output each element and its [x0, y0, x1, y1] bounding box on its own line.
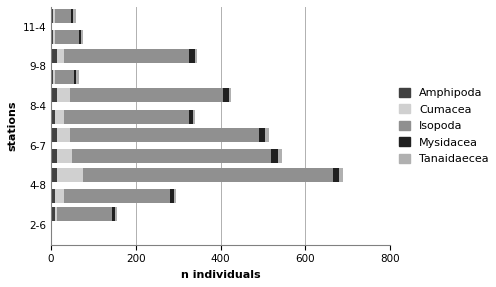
Bar: [74, 70, 76, 84]
Legend: Amphipoda, Cumacea, Isopoda, Mysidacea, Tanaidaecea: Amphipoda, Cumacea, Isopoda, Mysidacea, …: [399, 88, 489, 164]
Bar: [51, 49, 58, 63]
Bar: [55, 70, 74, 84]
Bar: [188, 49, 195, 63]
X-axis label: n individuals: n individuals: [181, 270, 260, 280]
Bar: [55, 30, 78, 44]
Bar: [58, 168, 83, 182]
Bar: [278, 150, 282, 163]
Bar: [53, 30, 55, 44]
Bar: [265, 128, 269, 142]
Bar: [193, 110, 195, 124]
Bar: [229, 88, 231, 102]
Bar: [73, 9, 75, 23]
Bar: [58, 88, 70, 102]
Bar: [51, 30, 53, 44]
Bar: [81, 30, 83, 44]
Bar: [113, 208, 115, 221]
Bar: [55, 208, 58, 221]
Bar: [53, 9, 55, 23]
Bar: [51, 9, 53, 23]
Bar: [58, 208, 113, 221]
Bar: [58, 128, 70, 142]
Bar: [51, 88, 58, 102]
Bar: [115, 208, 117, 221]
Bar: [53, 70, 55, 84]
Bar: [63, 49, 188, 63]
Bar: [195, 49, 197, 63]
Bar: [63, 110, 188, 124]
Bar: [51, 70, 53, 84]
Bar: [70, 128, 258, 142]
Bar: [76, 70, 78, 84]
Bar: [258, 128, 265, 142]
Bar: [223, 88, 229, 102]
Bar: [51, 128, 58, 142]
Bar: [51, 208, 55, 221]
Bar: [83, 168, 333, 182]
Bar: [55, 9, 71, 23]
Bar: [51, 110, 55, 124]
Bar: [339, 168, 343, 182]
Bar: [71, 9, 73, 23]
Bar: [55, 189, 63, 203]
Bar: [174, 189, 176, 203]
Bar: [333, 168, 339, 182]
Bar: [188, 110, 193, 124]
Bar: [51, 189, 55, 203]
Bar: [63, 189, 170, 203]
Bar: [51, 168, 58, 182]
Bar: [58, 49, 63, 63]
Bar: [55, 110, 63, 124]
Bar: [70, 88, 223, 102]
Y-axis label: stations: stations: [7, 101, 17, 151]
Bar: [271, 150, 278, 163]
Bar: [170, 189, 174, 203]
Bar: [58, 150, 72, 163]
Bar: [72, 150, 271, 163]
Bar: [51, 150, 58, 163]
Bar: [78, 30, 81, 44]
